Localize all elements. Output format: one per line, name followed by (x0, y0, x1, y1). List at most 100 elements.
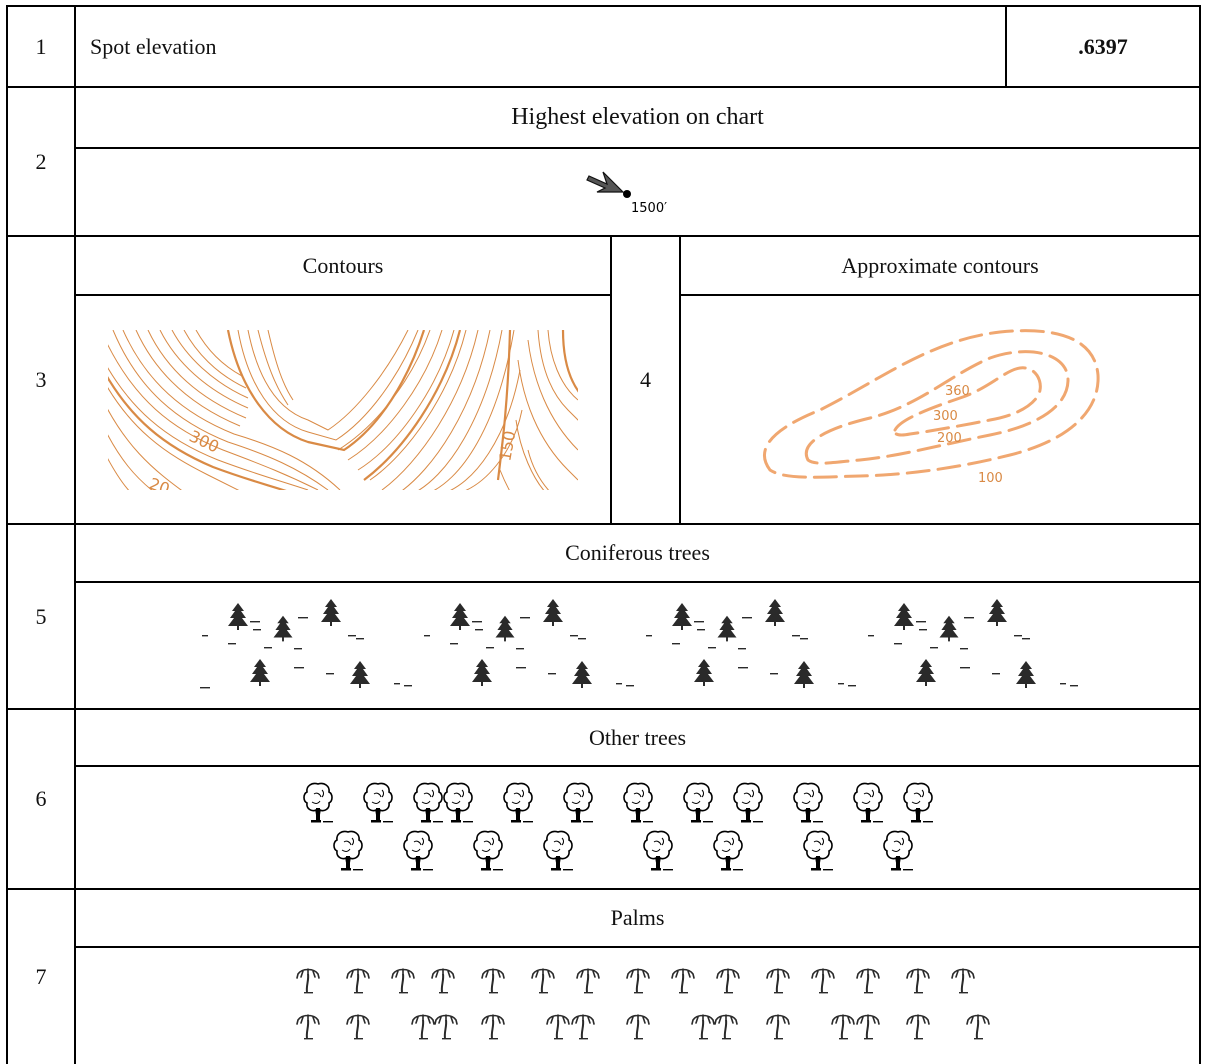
row-number: 7 (35, 964, 47, 989)
ground-mark (929, 646, 938, 648)
deciduous-tree-icon (622, 782, 653, 822)
ground-mark (355, 637, 364, 639)
deciduous-pattern (302, 782, 933, 870)
subrow-divider (679, 294, 1201, 296)
ground-mark (297, 616, 308, 618)
conifer-tree-icon (273, 615, 292, 641)
palm-tree-icon (295, 968, 320, 994)
conifer-tree-icon (471, 658, 492, 686)
ground-mark (959, 666, 970, 668)
palm-tree-icon (715, 968, 740, 994)
ground-mark (963, 616, 974, 618)
conifer-tree-icon (349, 660, 370, 688)
palm-tree-icon (670, 968, 695, 994)
conifer-tree-icon (542, 598, 563, 626)
column-divider (610, 235, 612, 524)
conifer-tree-icon (1015, 660, 1036, 688)
contours-map: 300 150 20 (108, 329, 578, 490)
ground-mark (959, 647, 968, 649)
palm-tree-icon (430, 968, 455, 994)
ground-mark (915, 620, 926, 622)
deciduous-tree-icon (332, 830, 363, 870)
ground-mark (645, 634, 652, 636)
palm-tree-icon (410, 1014, 435, 1040)
border-left (6, 5, 8, 1064)
ground-mark (325, 672, 334, 674)
palm-tree-icon (480, 1014, 505, 1040)
ground-mark (393, 682, 400, 684)
ground-mark (693, 620, 704, 622)
contour-lines-symbol: 300 150 20 (76, 296, 610, 523)
deciduous-tree-icon (542, 830, 573, 870)
palm-tree-icon (905, 1014, 930, 1040)
deciduous-tree-icon (472, 830, 503, 870)
subrow-divider (74, 946, 1201, 948)
contour-label: 150 (495, 429, 519, 462)
number-column-divider (74, 5, 76, 1064)
palm-tree-icon (345, 968, 370, 994)
ground-mark (227, 642, 236, 644)
subrow-divider (74, 765, 1201, 767)
subrow-divider (74, 147, 1201, 149)
ground-mark (867, 634, 874, 636)
palm-tree-icon (530, 968, 555, 994)
deciduous-tree-icon (712, 830, 743, 870)
elevation-dot (622, 190, 631, 198)
subrow-divider (74, 581, 1201, 583)
palm-tree-icon (625, 968, 650, 994)
border-right (1199, 5, 1201, 1064)
approximate-contours-map: 360 300 200 100 (763, 328, 1100, 486)
deciduous-tree-icon (642, 830, 673, 870)
ground-mark (737, 666, 748, 668)
palm-tree-icon (965, 1014, 990, 1040)
deciduous-tree-icon (302, 782, 333, 822)
palm-tree-icon (295, 1014, 320, 1040)
palm-tree-icon (765, 1014, 790, 1040)
column-divider (679, 235, 681, 524)
symbol-code: .6397 (1078, 33, 1128, 59)
palm-tree-icon (765, 968, 790, 994)
ground-mark (671, 642, 680, 644)
conifer-tree-icon (571, 660, 592, 688)
ground-mark (837, 682, 844, 684)
row-heading: Coniferous trees (565, 540, 710, 565)
deciduous-tree-icon (402, 830, 433, 870)
ground-mark (201, 634, 208, 636)
ground-mark (515, 647, 524, 649)
other-trees-symbol (76, 767, 1199, 888)
ground-mark (893, 642, 902, 644)
conifer-tree-icon (693, 658, 714, 686)
ground-mark (847, 684, 856, 686)
deciduous-tree-icon (442, 782, 473, 822)
palm-tree-icon (545, 1014, 570, 1040)
ground-mark (471, 620, 482, 622)
coniferous-trees-symbol (76, 583, 1199, 708)
ground-mark (1013, 634, 1022, 636)
ground-mark (1069, 684, 1078, 686)
row-divider (6, 888, 1201, 890)
conifer-tree-icon (986, 598, 1007, 626)
palm-tree-icon (690, 1014, 715, 1040)
row-divider (6, 708, 1201, 710)
row-heading: Other trees (588, 724, 687, 750)
deciduous-tree-icon (792, 782, 823, 822)
ground-mark (577, 637, 586, 639)
deciduous-tree-icon (682, 782, 713, 822)
ground-mark (696, 628, 705, 630)
ground-mark (474, 628, 483, 630)
deciduous-tree-icon (412, 782, 443, 822)
approximate-contours-symbol: 360 300 200 100 (681, 296, 1199, 523)
ground-mark (293, 647, 302, 649)
highest-elevation-symbol: 1500′ (76, 149, 1199, 235)
row-heading: Approximate contours (841, 252, 1039, 278)
ground-mark (791, 634, 800, 636)
ground-mark (741, 616, 752, 618)
deciduous-tree-icon (562, 782, 593, 822)
row-number: 6 (35, 786, 47, 811)
ground-mark (519, 616, 530, 618)
conifer-tree-icon (793, 660, 814, 688)
palm-tree-icon (575, 968, 600, 994)
subrow-divider (74, 294, 611, 296)
deciduous-tree-icon (362, 782, 393, 822)
palm-tree-icon (480, 968, 505, 994)
